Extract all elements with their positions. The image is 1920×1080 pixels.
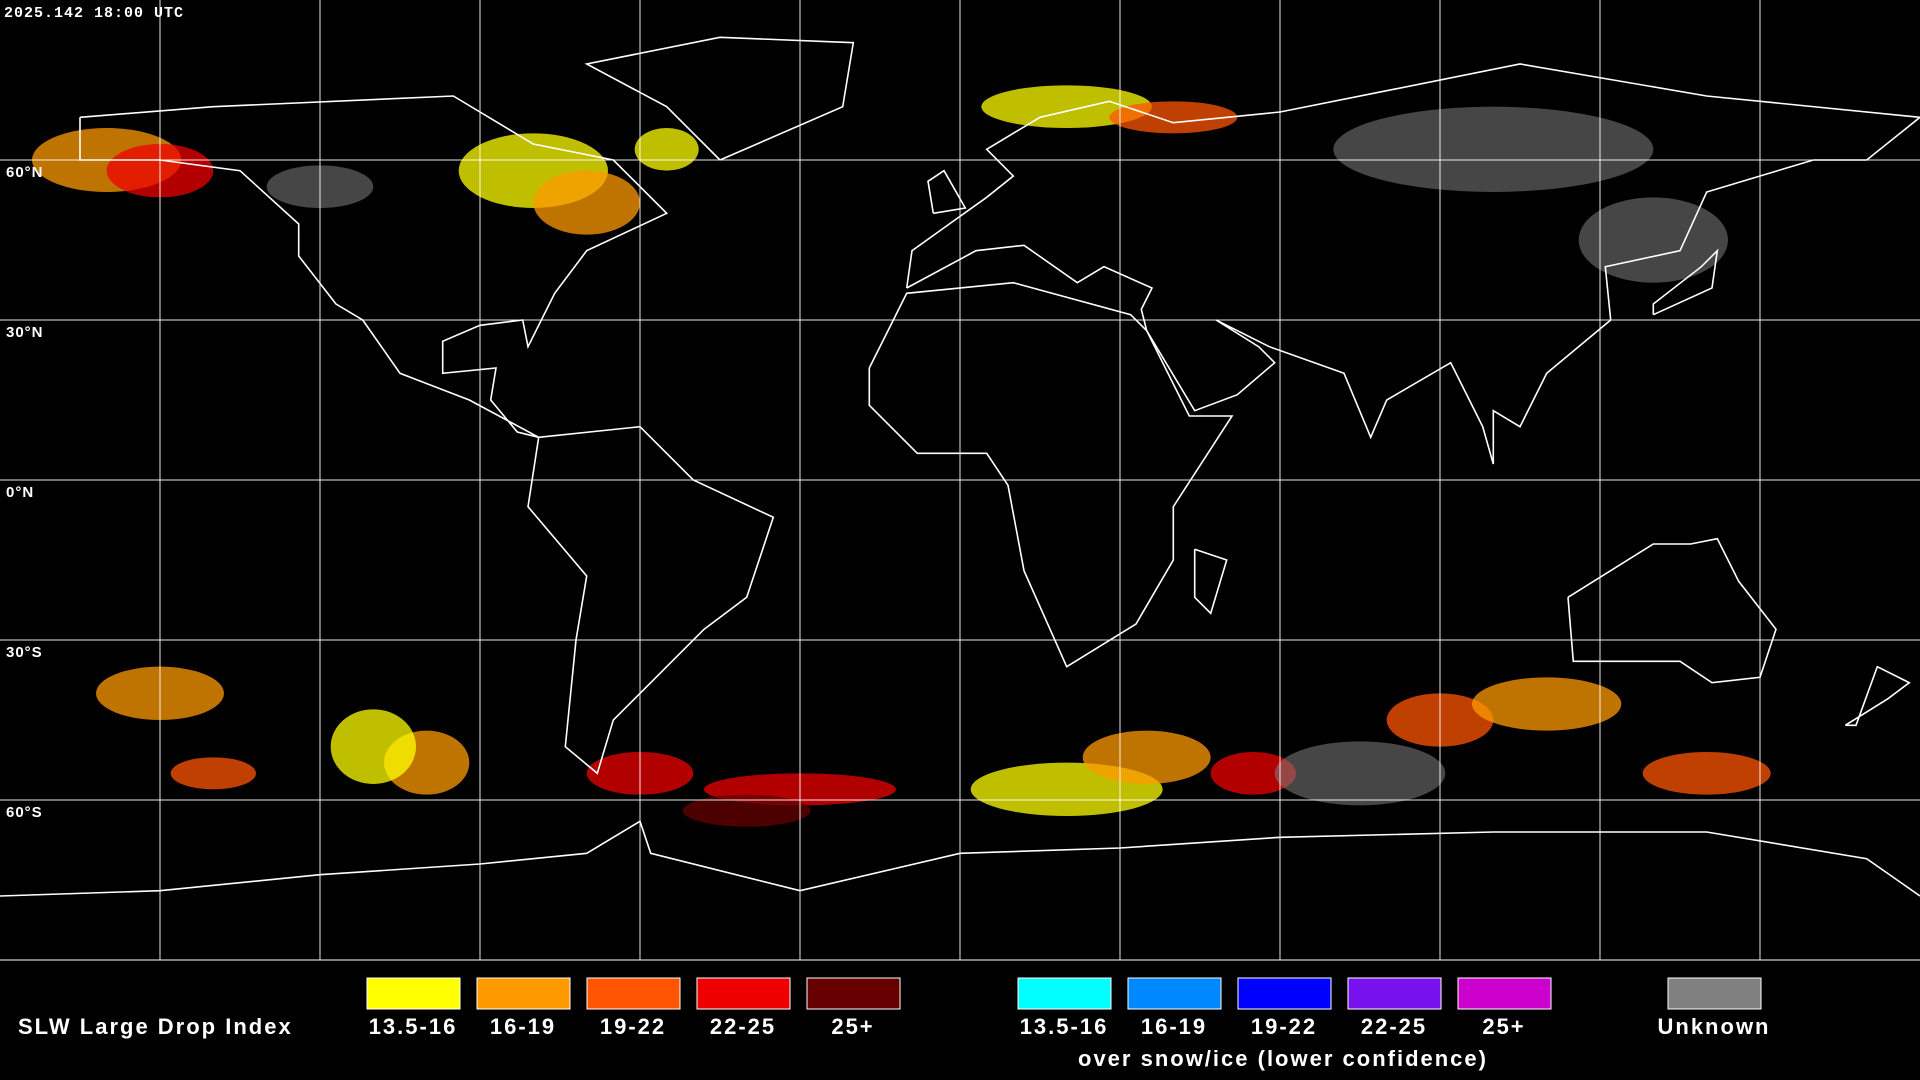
- coastline: [905, 63, 1920, 465]
- cloud-patch: [634, 127, 699, 171]
- legend-label: 25+: [831, 1014, 874, 1039]
- cloud-patch: [1082, 730, 1211, 784]
- legend-swatch: [1667, 977, 1762, 1010]
- legend-label: Unknown: [1658, 1014, 1771, 1039]
- coastline: [868, 281, 1234, 668]
- legend-label: 19-22: [600, 1014, 666, 1039]
- lat-label: 30°S: [6, 644, 43, 661]
- legend-swatch: [1457, 977, 1552, 1010]
- cloud-patch: [330, 709, 417, 785]
- data-patches: [32, 85, 1771, 827]
- lat-label: 0°N: [6, 484, 34, 501]
- legend-swatch: [696, 977, 791, 1010]
- lat-label: 60°N: [6, 164, 44, 181]
- lat-label: 30°N: [6, 324, 44, 341]
- legend: SLW Large Drop Index over snow/ice (lowe…: [18, 977, 1771, 1071]
- legend-label: 19-22: [1251, 1014, 1317, 1039]
- legend-label: 13.5-16: [369, 1014, 458, 1039]
- graticule: 60°N 30°N 0°N 30°S 60°S: [0, 0, 1920, 960]
- cloud-patch: [1210, 752, 1297, 795]
- legend-label: 25+: [1482, 1014, 1525, 1039]
- legend-label: 16-19: [490, 1014, 556, 1039]
- legend-label: 22-25: [1361, 1014, 1427, 1039]
- coastline: [1652, 248, 1719, 316]
- timestamp: 2025.142 18:00 UTC: [4, 5, 184, 22]
- legend-label: 16-19: [1141, 1014, 1207, 1039]
- cloud-patch: [1274, 741, 1446, 806]
- cloud-patch: [533, 170, 641, 235]
- legend-title: SLW Large Drop Index: [18, 1014, 293, 1039]
- cloud-patch: [1109, 101, 1238, 134]
- legend-swatch: [1237, 977, 1332, 1010]
- legend-swatch: [1127, 977, 1222, 1010]
- coastline: [79, 95, 669, 439]
- cloud-patch: [682, 794, 811, 827]
- coastline: [527, 425, 775, 775]
- coastline: [1193, 548, 1228, 615]
- legend-swatch: [366, 977, 461, 1010]
- legend-label: 13.5-16: [1020, 1014, 1109, 1039]
- lat-label: 60°S: [6, 804, 43, 821]
- coastline: [927, 169, 967, 215]
- legend-swatch: [1017, 977, 1112, 1010]
- cloud-patch: [1472, 677, 1622, 731]
- cloud-patch: [1578, 197, 1729, 283]
- coastline: [1567, 537, 1777, 684]
- legend-swatch: [1347, 977, 1442, 1010]
- cloud-patch: [1642, 752, 1771, 795]
- coastline: [1844, 665, 1911, 727]
- legend-swatch: [476, 977, 571, 1010]
- snow-note: over snow/ice (lower confidence): [1078, 1046, 1488, 1071]
- coastline: [584, 36, 855, 161]
- legend-swatch: [806, 977, 901, 1010]
- cloud-patch: [1333, 106, 1654, 192]
- cloud-patch: [170, 757, 256, 790]
- legend-swatch: [586, 977, 681, 1010]
- legend-label: 22-25: [710, 1014, 776, 1039]
